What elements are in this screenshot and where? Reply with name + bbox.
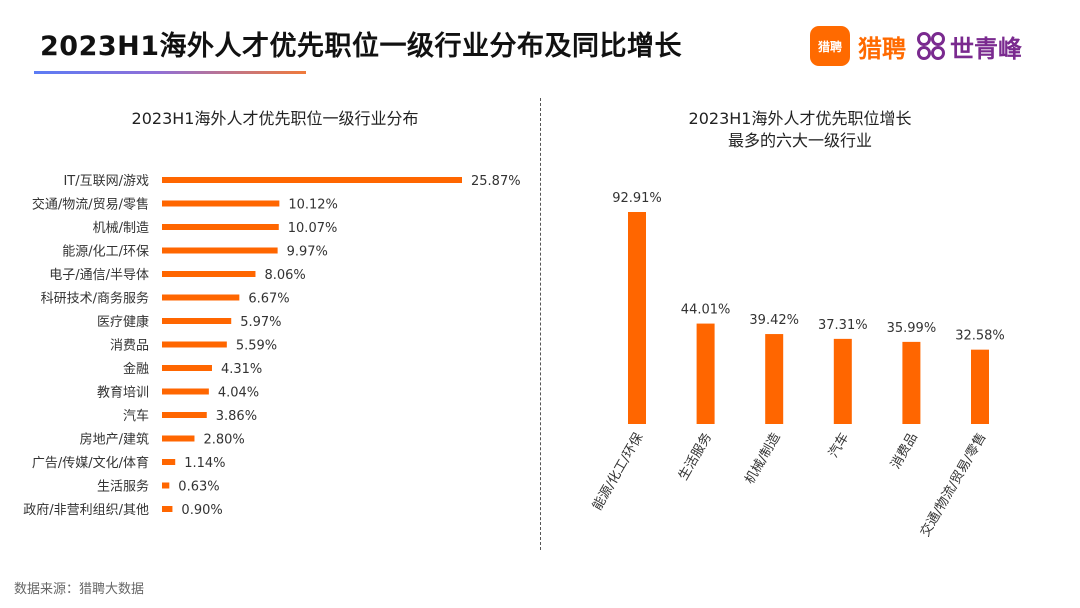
left-value-label-5: 6.67% (248, 292, 289, 307)
left-bar-14 (162, 506, 172, 512)
right-value-label-4: 35.99% (887, 321, 937, 336)
left-bar-9 (162, 389, 209, 395)
charts-canvas: IT/互联网/游戏 25.87% 交通/物流/贸易/零售 10.12% 机械/制造 10.… (0, 0, 1080, 608)
right-category-label-0: 能源/化工/环保 (590, 431, 646, 514)
right-bar-0 (628, 212, 646, 424)
right-bar-4 (902, 342, 920, 424)
left-value-label-11: 2.80% (203, 433, 244, 448)
left-bar-6 (162, 318, 231, 324)
left-value-label-13: 0.63% (178, 480, 219, 495)
right-value-label-5: 32.58% (955, 329, 1005, 344)
left-category-label-1: 交通/物流/贸易/零售 (32, 197, 149, 213)
left-value-label-0: 25.87% (471, 174, 521, 189)
left-category-label-0: IT/互联网/游戏 (63, 174, 149, 189)
left-category-label-7: 消费品 (110, 339, 149, 354)
left-bar-10 (162, 412, 207, 418)
left-bar-2 (162, 224, 279, 230)
left-bar-12 (162, 459, 175, 465)
right-bar-5 (971, 350, 989, 424)
left-value-label-10: 3.86% (216, 409, 257, 424)
right-value-label-3: 37.31% (818, 318, 868, 333)
left-bar-0 (162, 177, 462, 183)
left-bar-5 (162, 295, 239, 301)
left-value-label-14: 0.90% (181, 503, 222, 518)
left-bar-7 (162, 342, 227, 348)
left-value-label-6: 5.97% (240, 315, 281, 330)
left-value-label-1: 10.12% (288, 198, 338, 213)
left-value-label-12: 1.14% (184, 456, 225, 471)
left-category-label-14: 政府/非营利组织/其他 (23, 503, 149, 518)
left-bar-1 (162, 201, 279, 207)
left-value-label-9: 4.04% (218, 386, 259, 401)
left-bar-8 (162, 365, 212, 371)
left-category-label-10: 汽车 (123, 408, 149, 424)
right-value-label-0: 92.91% (612, 191, 662, 206)
left-category-label-3: 能源/化工/环保 (62, 245, 149, 260)
left-value-label-7: 5.59% (236, 339, 277, 354)
left-category-label-2: 机械/制造 (93, 221, 149, 236)
data-source-note: 数据来源：猎聘大数据 (14, 578, 144, 597)
right-category-label-4: 消费品 (888, 431, 920, 472)
left-category-label-13: 生活服务 (97, 479, 149, 495)
right-category-label-3: 汽车 (825, 430, 852, 461)
left-category-label-12: 广告/传媒/文化/体育 (32, 455, 149, 471)
left-value-label-2: 10.07% (288, 221, 338, 236)
right-value-label-1: 44.01% (681, 303, 731, 318)
right-bar-2 (765, 334, 783, 424)
right-category-label-1: 生活服务 (675, 430, 715, 483)
right-category-label-5: 交通/物流/贸易/零售 (917, 430, 989, 539)
left-category-label-6: 医疗健康 (97, 314, 149, 330)
right-value-label-2: 39.42% (749, 313, 799, 328)
left-value-label-4: 8.06% (264, 268, 305, 283)
left-bar-4 (162, 271, 255, 277)
left-category-label-9: 教育培训 (97, 385, 149, 401)
left-bar-11 (162, 436, 194, 442)
right-bar-3 (834, 339, 852, 424)
right-bar-1 (697, 324, 715, 424)
left-bar-3 (162, 248, 278, 254)
right-category-label-2: 机械/制造 (742, 431, 783, 487)
left-category-label-11: 房地产/建筑 (80, 432, 149, 448)
left-value-label-8: 4.31% (221, 362, 262, 377)
left-category-label-5: 科研技术/商务服务 (41, 291, 149, 307)
left-category-label-4: 电子/通信/半导体 (49, 268, 149, 283)
left-bar-13 (162, 483, 169, 489)
left-category-label-8: 金融 (123, 361, 149, 377)
left-value-label-3: 9.97% (287, 245, 328, 260)
